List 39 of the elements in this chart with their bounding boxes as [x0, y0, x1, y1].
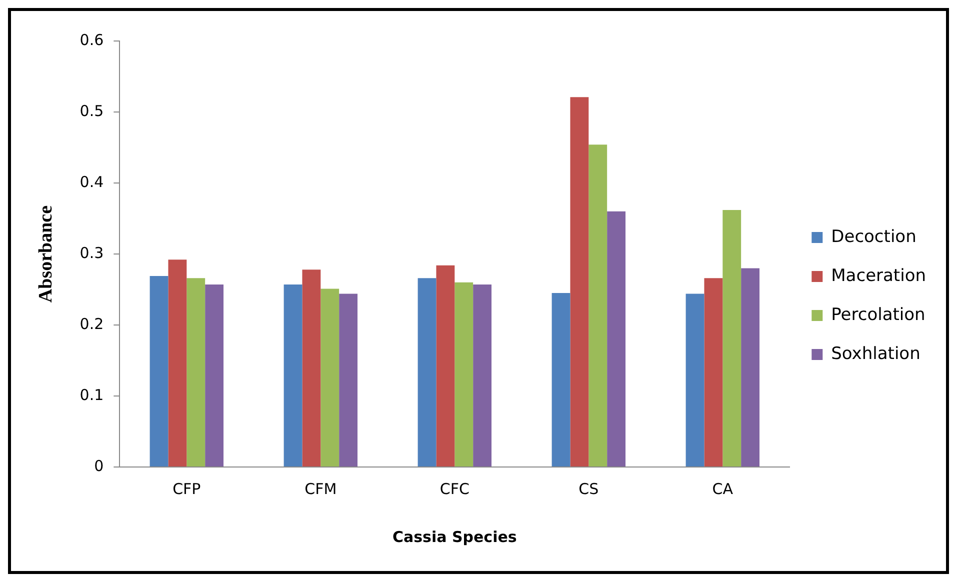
bar [339, 294, 358, 466]
bar [473, 284, 492, 466]
bar [150, 276, 168, 466]
x-tick-label: CFM [304, 480, 337, 498]
legend-label: Decoction [831, 226, 916, 247]
x-axis-title: Cassia Species [392, 528, 517, 546]
legend-label: Percolation [831, 304, 926, 325]
bar [284, 284, 302, 466]
y-axis-title: Absorbance [35, 205, 56, 303]
y-tick-label: 0.2 [80, 314, 104, 333]
bar [418, 278, 436, 466]
bar [686, 294, 704, 466]
bar [320, 288, 340, 466]
y-tick-label: 0.3 [80, 244, 104, 262]
bar [302, 270, 321, 466]
x-tick-label: CA [712, 480, 734, 498]
y-tick-label: 0.5 [80, 102, 104, 120]
bar [741, 268, 760, 466]
bar [436, 265, 455, 466]
x-tick-label: CFP [172, 480, 201, 498]
bar [607, 211, 626, 466]
y-tick-label: 0 [94, 456, 104, 475]
bar [454, 282, 474, 466]
bar [552, 293, 570, 466]
bar [588, 144, 608, 466]
bar [168, 260, 187, 466]
x-tick-label: CFC [440, 480, 470, 498]
bar [570, 97, 589, 466]
y-tick-label: 0.1 [80, 386, 104, 404]
bar [205, 284, 224, 466]
y-tick-label: 0.4 [80, 172, 104, 191]
legend-label: Maceration [831, 266, 926, 286]
bar [186, 278, 206, 466]
bar [704, 278, 723, 466]
legend-label: Soxhlation [831, 344, 920, 364]
bar [722, 210, 742, 466]
page-frame: Cassia Species Absorbance Decoction Maceration Percolation Soxhlation CFP CFM CFC CS CA 0 0.1 0.2 0.3 0.4 0.5 0.6 [8, 8, 949, 574]
y-tick-label: 0.6 [80, 30, 104, 49]
x-tick-label: CS [578, 480, 599, 498]
